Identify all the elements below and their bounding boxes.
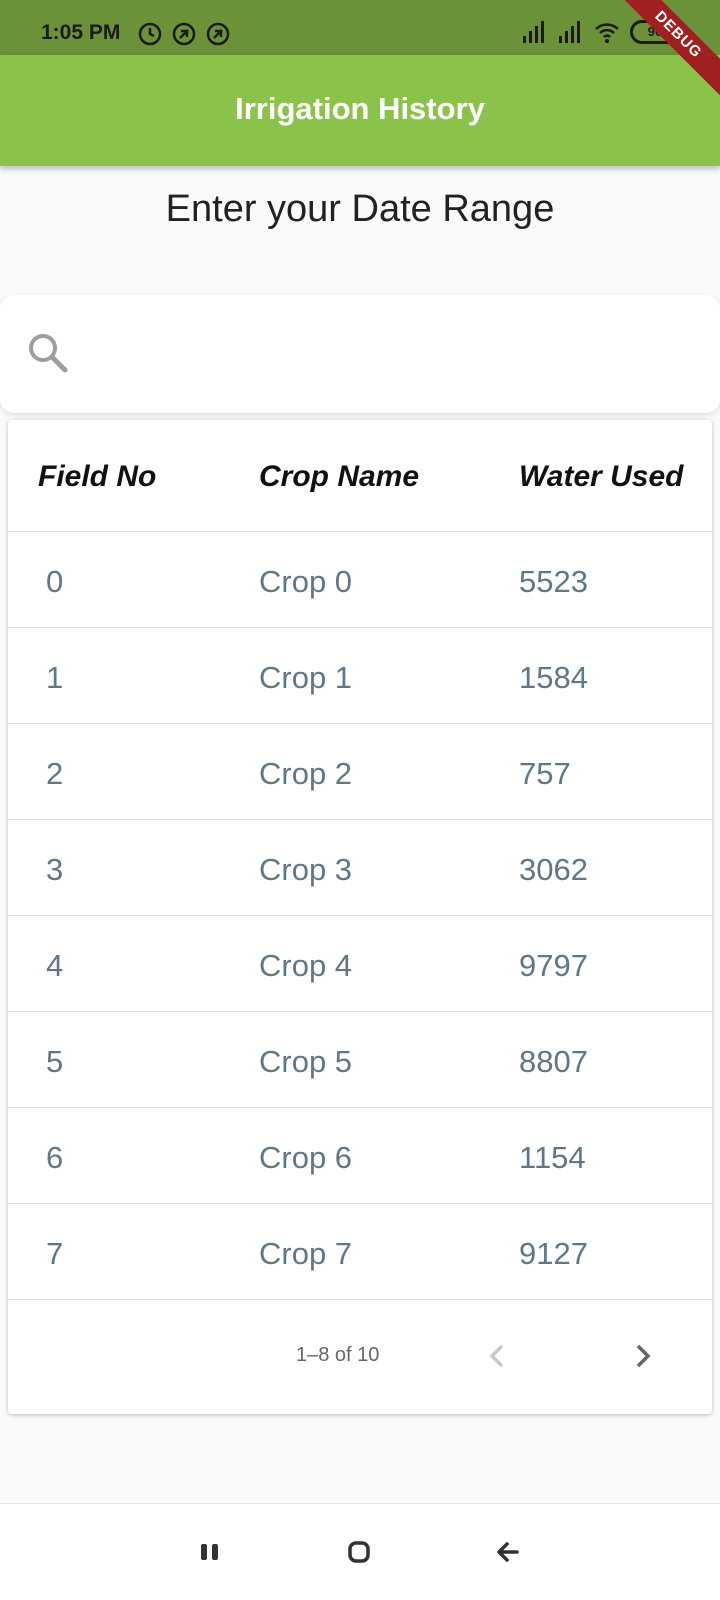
header-water-used[interactable]: Water Used (519, 460, 684, 493)
cell-water-used: 757 (519, 756, 571, 791)
signal-icon (523, 21, 544, 43)
search-icon (29, 334, 68, 373)
table-row[interactable]: 4 Crop 4 9797 (8, 916, 712, 1012)
at-sign-icon (172, 22, 196, 46)
cell-water-used: 1154 (519, 1140, 586, 1175)
cell-water-used: 1584 (519, 660, 588, 695)
cell-field-no: 5 (46, 1044, 64, 1079)
date-range-heading[interactable]: Enter your Date Range (165, 188, 555, 230)
status-bar: 1:05 PM 96 (0, 0, 720, 55)
app-bar: Irrigation History (0, 55, 720, 166)
cell-water-used: 3062 (519, 852, 588, 887)
table-pagination: 1–8 of 10 (8, 1300, 712, 1414)
cell-crop-name: Crop 4 (259, 948, 353, 983)
cell-field-no: 3 (46, 852, 64, 887)
status-notification-icons (138, 22, 230, 46)
chevron-left-icon[interactable] (478, 1336, 518, 1376)
wifi-icon (595, 23, 619, 43)
cell-water-used: 9797 (519, 948, 588, 983)
recents-icon[interactable] (195, 1537, 225, 1567)
cell-field-no: 7 (46, 1236, 64, 1271)
signal-icon (559, 21, 580, 43)
pagination-range: 1–8 of 10 (296, 1344, 380, 1366)
app-bar-title: Irrigation History (235, 91, 485, 126)
system-navigation-bar (0, 1503, 720, 1600)
header-crop-name[interactable]: Crop Name (259, 460, 420, 493)
table-row[interactable]: 5 Crop 5 8807 (8, 1012, 712, 1108)
cell-field-no: 2 (46, 756, 64, 791)
table-row[interactable]: 2 Crop 2 757 (8, 724, 712, 820)
header-field-no[interactable]: Field No (38, 460, 157, 493)
table-header: Field No Crop Name Water Used (8, 420, 712, 532)
back-arrow-icon[interactable] (492, 1537, 522, 1567)
irrigation-table: Field No Crop Name Water Used 0 Crop 0 5… (8, 420, 712, 1414)
status-time: 1:05 PM (41, 21, 121, 44)
home-icon[interactable] (344, 1537, 374, 1567)
cell-crop-name: Crop 6 (259, 1140, 353, 1175)
cell-field-no: 0 (46, 564, 64, 599)
cell-crop-name: Crop 5 (259, 1044, 353, 1079)
table-row[interactable]: 6 Crop 6 1154 (8, 1108, 712, 1204)
table-row[interactable]: 7 Crop 7 9127 (8, 1204, 712, 1300)
cell-field-no: 1 (46, 660, 64, 695)
table-row[interactable]: 1 Crop 1 1584 (8, 628, 712, 724)
cell-water-used: 9127 (519, 1236, 588, 1271)
table-row[interactable]: 0 Crop 0 5523 (8, 532, 712, 628)
cell-crop-name: Crop 7 (259, 1236, 353, 1271)
cell-water-used: 5523 (519, 564, 588, 599)
cell-crop-name: Crop 3 (259, 852, 353, 887)
chevron-right-icon[interactable] (622, 1336, 662, 1376)
cell-crop-name: Crop 2 (259, 756, 353, 791)
cell-water-used: 8807 (519, 1044, 588, 1079)
cell-field-no: 4 (46, 948, 64, 983)
table-row[interactable]: 3 Crop 3 3062 (8, 820, 712, 916)
clock-icon (138, 22, 162, 46)
search-field[interactable] (0, 295, 720, 413)
cell-field-no: 6 (46, 1140, 64, 1175)
cell-crop-name: Crop 0 (259, 564, 353, 599)
at-sign-icon (206, 22, 230, 46)
cell-crop-name: Crop 1 (259, 660, 353, 695)
